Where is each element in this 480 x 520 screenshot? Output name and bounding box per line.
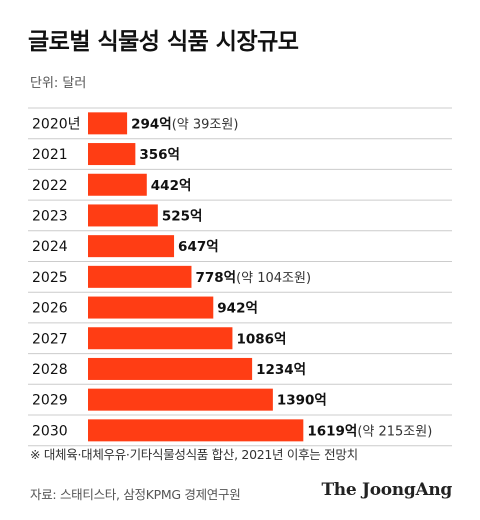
data-label: 647억 [178,239,219,255]
bar [88,357,253,380]
data-label: 1086억 [236,331,286,347]
bar [88,388,273,411]
bar [88,112,128,135]
data-label-note: (약 104조원) [236,271,311,286]
data-label: 294억(약 39조원) [131,116,238,132]
bar [88,143,136,166]
category-label: 2027 [32,331,68,347]
data-label: 356억 [139,147,180,163]
source-note: 자료: 스태티스타, 삼정KPMG 경제연구원 [30,487,241,502]
bar [88,173,147,196]
data-label: 1234억 [256,362,306,378]
chart-title: 글로벌 식물성 식품 시장규모 [28,29,299,55]
unit-label: 단위: 달러 [30,76,87,91]
bar [88,327,233,350]
data-label: 778억(약 104조원) [195,270,311,286]
data-label-note: (약 39조원) [172,117,239,132]
bar [88,265,192,288]
bar [88,204,158,227]
bar [88,419,304,442]
category-label: 2026 [32,301,68,317]
data-label: 1619억(약 215조원) [307,423,432,439]
data-label-note: (약 215조원) [357,424,432,439]
category-label: 2020년 [32,116,81,132]
bar [88,235,175,258]
category-label: 2022 [32,178,68,194]
category-label: 2030 [32,423,68,439]
category-label: 2025 [32,270,68,286]
data-label: 442억 [151,178,192,194]
data-label: 942억 [217,301,258,317]
footnote: ※ 대체육·대체우유·기타식물성식품 합산, 2021년 이후는 전망치 [30,447,358,462]
category-label: 2023 [32,208,68,224]
bar [88,296,214,319]
category-label: 2028 [32,362,68,378]
publisher-logo: The JoongAng [321,480,452,500]
category-label: 2029 [32,393,68,409]
category-label: 2021 [32,147,68,163]
category-label: 2024 [32,239,68,255]
data-label: 1390억 [277,393,327,409]
data-label: 525억 [162,208,203,224]
